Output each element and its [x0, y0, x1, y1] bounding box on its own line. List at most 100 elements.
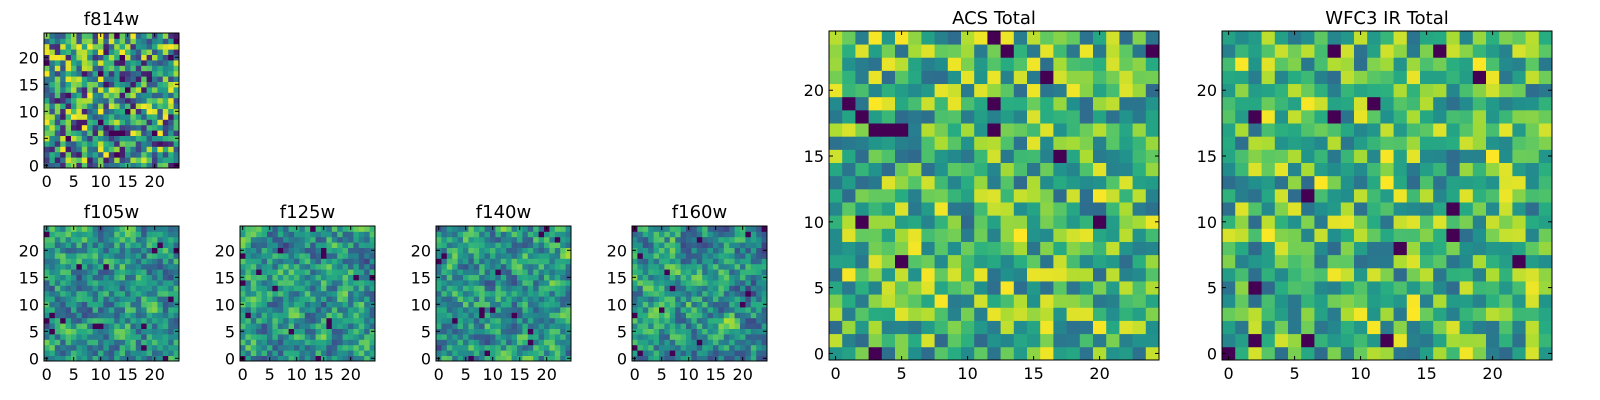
heatmap-cell: [1106, 215, 1120, 229]
heatmap-cell: [1119, 175, 1133, 190]
heatmap-cell: [60, 49, 66, 55]
heatmap-cell: [44, 103, 50, 109]
heatmap-cell: [506, 296, 512, 302]
heatmap-cell: [707, 350, 714, 356]
heatmap-cell: [1340, 70, 1355, 85]
heatmap-cell: [740, 334, 746, 340]
heatmap-cell: [544, 350, 550, 356]
heatmap-cell: [76, 43, 83, 50]
heatmap-cell: [44, 87, 50, 93]
heatmap-cell: [119, 236, 126, 243]
heatmap-cell: [1525, 241, 1540, 256]
heatmap-cells: [1222, 31, 1553, 361]
heatmap-cell: [544, 307, 550, 313]
heatmap-cell: [533, 307, 539, 313]
heatmap-cell: [642, 258, 649, 265]
heatmap-cell: [108, 141, 115, 147]
heatmap-cell: [664, 280, 671, 286]
heatmap-cell: [1027, 123, 1041, 137]
heatmap-cell: [87, 328, 93, 335]
heatmap-cell: [54, 49, 61, 55]
heatmap-cell: [81, 130, 88, 136]
heatmap-cell: [44, 124, 50, 131]
heatmap-cell: [761, 312, 768, 319]
heatmap-cell: [87, 236, 93, 243]
heatmap-cell: [544, 258, 550, 265]
heatmap-cell: [1354, 228, 1368, 242]
heatmap-cell: [54, 76, 61, 82]
heatmap-cell: [331, 307, 338, 313]
heatmap-cell: [119, 157, 126, 163]
heatmap-cell: [707, 236, 714, 243]
heatmap-cell: [664, 263, 671, 270]
heatmap-cell: [479, 258, 485, 265]
heatmap-cell: [468, 355, 475, 362]
heatmap-cell: [1538, 215, 1553, 229]
heatmap-cell: [135, 92, 142, 99]
heatmap-cell: [240, 280, 246, 286]
heatmap-cell: [1053, 109, 1067, 124]
heatmap-cell: [1000, 96, 1015, 111]
heatmap-cell: [707, 344, 714, 351]
heatmap-cell: [65, 334, 72, 340]
heatmap-cell: [506, 231, 512, 238]
heatmap-cell: [103, 92, 110, 99]
heatmap-cell: [484, 236, 491, 243]
heatmap-cell: [1053, 202, 1067, 216]
heatmap-cell: [119, 92, 126, 99]
heatmap-cell: [87, 114, 93, 120]
heatmap-cell: [283, 236, 289, 243]
heatmap-cell: [881, 162, 896, 177]
heatmap-cell: [358, 263, 365, 270]
heatmap-cell: [1235, 44, 1249, 58]
heatmap-cell: [364, 226, 370, 232]
heatmap-cell: [337, 274, 343, 281]
x-tick-label: 15: [510, 365, 530, 384]
heatmap-cell: [1472, 31, 1487, 45]
heatmap-cell: [669, 226, 676, 232]
heatmap-cell: [157, 328, 164, 335]
heatmap-cell: [87, 135, 93, 142]
heatmap-cell: [842, 70, 856, 85]
heatmap-cell: [680, 263, 687, 270]
heatmap-cell: [740, 344, 746, 351]
heatmap-cell: [1406, 294, 1421, 308]
heatmap-cell: [734, 344, 741, 351]
heatmap-cell: [1106, 346, 1120, 361]
heatmap-cell: [659, 285, 665, 292]
heatmap-cell: [729, 236, 735, 243]
heatmap-cell: [321, 323, 327, 329]
heatmap-cell: [1538, 57, 1553, 71]
heatmap-cell: [495, 355, 502, 362]
heatmap-cell: [637, 301, 644, 308]
heatmap-cell: [358, 312, 365, 319]
heatmap-cell: [934, 188, 949, 203]
heatmap-cell: [974, 123, 988, 137]
heatmap-cell: [544, 339, 550, 346]
heatmap-cell: [141, 33, 147, 39]
heatmap-cell: [653, 328, 660, 335]
heatmap-cell: [686, 334, 692, 340]
heatmap-cell: [98, 285, 104, 292]
heatmap-cell: [961, 175, 975, 190]
heatmap-cell: [1119, 57, 1133, 71]
heatmap-cell: [92, 344, 99, 351]
heatmap-cell: [337, 323, 343, 329]
heatmap-cell: [304, 296, 311, 302]
heatmap-cell: [141, 231, 147, 238]
heatmap-cell: [842, 346, 856, 361]
heatmap-cell: [168, 70, 174, 77]
heatmap-cell: [1132, 320, 1147, 335]
heatmap-cell: [108, 114, 115, 120]
heatmap-cell: [240, 323, 246, 329]
heatmap-cell: [829, 241, 843, 256]
heatmap-cell: [1486, 31, 1500, 45]
heatmap-cell: [554, 236, 561, 243]
heatmap-cell: [44, 151, 50, 158]
heatmap-cell: [173, 103, 180, 109]
heatmap-cell: [92, 285, 99, 292]
heatmap-cell: [261, 334, 268, 340]
heatmap-cell: [261, 242, 268, 248]
heatmap-cell: [1512, 123, 1526, 137]
heatmap-cell: [71, 231, 77, 238]
